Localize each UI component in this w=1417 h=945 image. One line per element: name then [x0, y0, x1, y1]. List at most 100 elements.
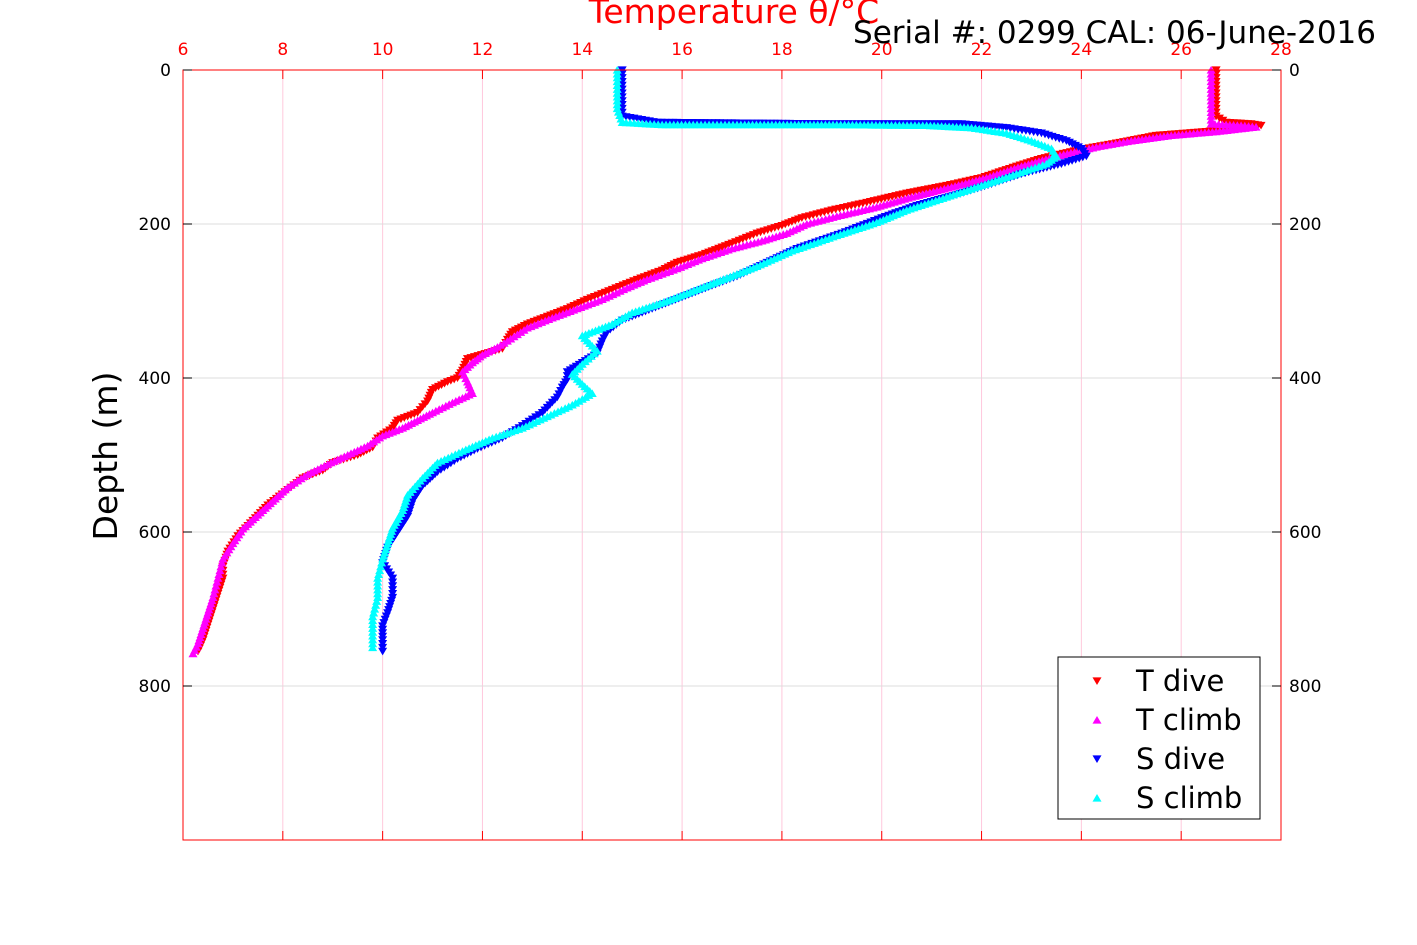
data-point — [188, 649, 198, 658]
y-tick-label-right: 200 — [1289, 215, 1321, 235]
data-point — [212, 578, 222, 586]
data-point — [1206, 116, 1216, 124]
data-point — [211, 581, 221, 590]
series-s-climb — [368, 65, 1061, 652]
data-point — [369, 608, 379, 617]
y-tick-label: 600 — [139, 523, 171, 543]
data-point — [612, 81, 622, 89]
data-point — [388, 578, 398, 587]
data-point — [214, 570, 224, 578]
data-point — [373, 589, 383, 598]
y-tick-label: 400 — [139, 369, 171, 389]
x-tick-label: 6 — [178, 40, 189, 60]
legend-marker — [1092, 793, 1102, 802]
data-point — [378, 640, 388, 648]
data-point — [368, 616, 378, 625]
data-point — [368, 628, 378, 636]
data-point — [612, 92, 622, 101]
data-point — [210, 585, 220, 594]
data-point — [373, 581, 383, 590]
data-point — [1206, 92, 1216, 101]
legend-label: S dive — [1136, 742, 1225, 776]
data-point — [378, 643, 388, 652]
data-point — [378, 554, 388, 563]
data-point — [368, 631, 378, 640]
data-point — [373, 593, 383, 602]
data-point — [373, 578, 383, 586]
data-point — [388, 586, 398, 594]
data-point — [375, 566, 385, 575]
data-point — [376, 562, 386, 571]
data-point — [216, 562, 226, 571]
data-point — [1206, 85, 1216, 93]
legend-marker — [1092, 715, 1102, 724]
x-tick-label: 28 — [1270, 40, 1292, 60]
data-point — [373, 574, 383, 582]
y-tick-label: 0 — [160, 61, 171, 81]
y-tick-label-right: 800 — [1289, 677, 1321, 697]
data-point — [1206, 89, 1216, 97]
data-point — [209, 589, 219, 598]
data-point — [1206, 96, 1216, 105]
legend: T dive T climb S dive S climb — [1057, 656, 1261, 820]
legend-label: S climb — [1136, 781, 1242, 815]
data-point — [1206, 69, 1216, 78]
y-axis-left: 0 200 400 600 800 — [139, 61, 192, 697]
data-point — [612, 73, 622, 82]
data-point — [612, 77, 622, 86]
data-point — [370, 604, 380, 613]
data-point — [368, 639, 378, 648]
legend-label: T climb — [1135, 703, 1242, 737]
data-point — [612, 89, 622, 97]
x-tick-label: 12 — [472, 40, 494, 60]
data-point — [1206, 81, 1216, 89]
y-axis-right: 0 200 400 600 800 — [1272, 61, 1321, 697]
data-point — [388, 582, 398, 590]
data-point — [1206, 100, 1216, 109]
data-point — [213, 574, 223, 582]
legend-box — [1057, 656, 1261, 820]
data-point — [1206, 112, 1216, 120]
y-axis-label: Depth (m) — [86, 372, 125, 541]
data-point — [1206, 77, 1216, 86]
data-point — [388, 574, 398, 583]
data-point — [612, 96, 622, 105]
x-tick-label: 14 — [571, 40, 593, 60]
y-tick-label: 200 — [139, 215, 171, 235]
series-layer — [188, 65, 1266, 658]
y-tick-label-right: 400 — [1289, 369, 1321, 389]
data-point — [368, 624, 378, 632]
data-point — [368, 612, 378, 621]
data-point — [1206, 108, 1216, 116]
serial-annotation: Serial #: 0299 CAL: 06-June-2016 — [853, 15, 1376, 51]
data-point — [377, 558, 387, 567]
data-point — [378, 636, 388, 644]
x-tick-label: 18 — [771, 40, 793, 60]
legend-marker — [1092, 755, 1102, 764]
x-tick-label: 22 — [971, 40, 993, 60]
x-tick-label: 26 — [1170, 40, 1192, 60]
x-tick-label: 16 — [671, 40, 693, 60]
data-point — [1206, 104, 1216, 113]
plot-frame — [182, 69, 1282, 841]
x-tick-label: 8 — [277, 40, 288, 60]
chart-title: Temperature θ/°C — [588, 0, 879, 31]
data-point — [1206, 73, 1216, 82]
data-point — [388, 590, 398, 598]
data-point — [562, 368, 572, 376]
x-axis-top: 6 8 10 12 14 16 18 20 22 24 26 28 — [178, 40, 1292, 840]
data-point — [218, 554, 228, 563]
data-point — [368, 620, 378, 628]
y-tick-label: 800 — [139, 677, 171, 697]
data-point — [612, 85, 622, 93]
legend-label: T dive — [1135, 664, 1224, 698]
x-tick-label: 10 — [372, 40, 394, 60]
data-point — [612, 69, 622, 78]
x-tick-label: 20 — [871, 40, 893, 60]
data-point — [368, 643, 378, 652]
y-tick-label-right: 0 — [1289, 61, 1300, 81]
data-point — [371, 601, 381, 609]
data-point — [374, 570, 384, 578]
data-point — [215, 566, 225, 575]
